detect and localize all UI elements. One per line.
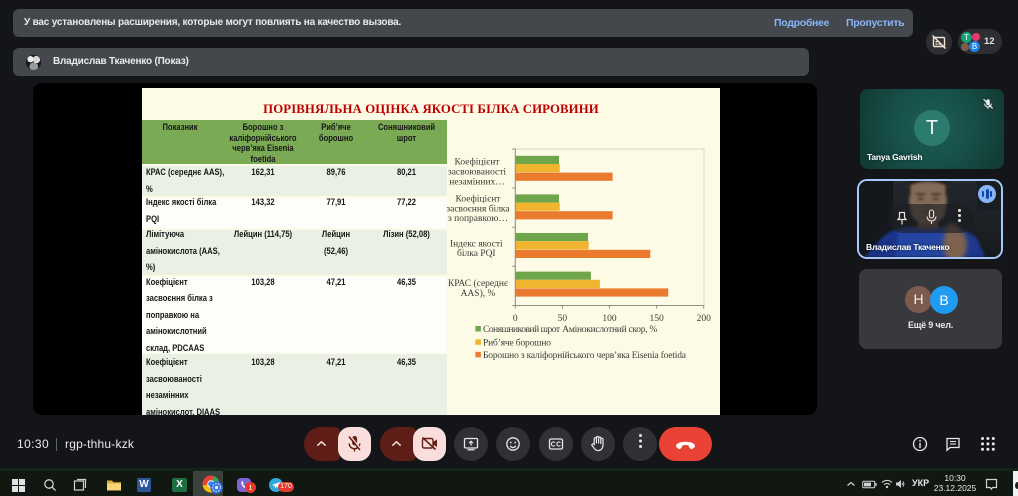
svg-text:200: 200 [697, 314, 712, 324]
svg-text:Риб’яче борошно: Риб’яче борошно [483, 337, 551, 348]
svg-text:КРАС (середнє: КРАС (середнє [448, 278, 508, 289]
svg-text:50: 50 [558, 314, 568, 324]
svg-text:100: 100 [602, 314, 617, 324]
svg-text:150: 150 [649, 314, 664, 324]
svg-text:засвоєння білка: засвоєння білка [446, 204, 510, 215]
svg-text:Амінокислотний скор, %: Амінокислотний скор, % [562, 324, 657, 335]
svg-text:засвоюваності: засвоюваності [448, 168, 506, 178]
svg-text:Індекс якості: Індекс якості [450, 240, 503, 250]
svg-text:білка PQI: білка PQI [457, 248, 496, 259]
svg-text:Коефіцієнт: Коефіцієнт [456, 194, 502, 205]
svg-text:незамінних…: незамінних… [449, 178, 505, 188]
svg-text:Борошно з каліфорнійського чер: Борошно з каліфорнійського черв’яка Eise… [483, 350, 687, 361]
svg-text:Соняшниковий шрот: Соняшниковий шрот [483, 324, 561, 335]
svg-text:AAS), %: AAS), % [461, 288, 496, 299]
svg-text:Коефіцієнт: Коефіцієнт [455, 156, 501, 167]
svg-text:з поправкою…: з поправкою… [448, 214, 508, 224]
svg-text:0: 0 [513, 314, 518, 324]
